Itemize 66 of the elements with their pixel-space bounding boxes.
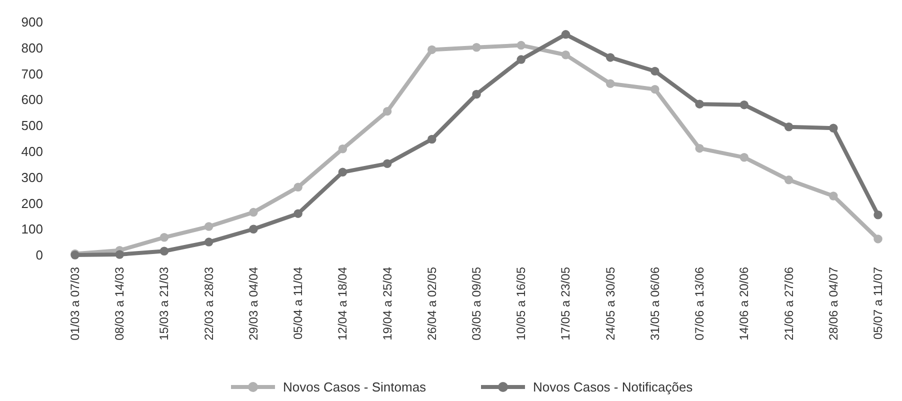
y-tick-label: 800 <box>21 40 43 56</box>
point <box>160 246 169 256</box>
point <box>606 53 615 62</box>
x-tick-label: 28/06 a 04/07 <box>826 266 840 340</box>
point <box>428 45 436 54</box>
point <box>294 209 302 218</box>
point <box>160 233 169 242</box>
x-tick-label: 10/05 a 16/05 <box>514 266 528 340</box>
point <box>338 144 348 154</box>
x-tick-label: 15/03 a 21/03 <box>157 266 172 340</box>
x-tick-label: 07/06 a 13/06 <box>692 266 707 340</box>
x-tick-label: 26/04 a 02/05 <box>424 266 439 340</box>
point <box>561 30 570 39</box>
y-tick-label: 500 <box>21 118 43 134</box>
point <box>695 100 704 108</box>
x-tick-label: 21/06 a 27/06 <box>782 266 796 340</box>
x-tick-label: 29/03 a 04/04 <box>246 266 260 340</box>
x-tick-label: 31/05 a 06/06 <box>648 266 662 340</box>
legend-label: Novos Casos - Sintomas <box>283 380 427 395</box>
y-tick-label: 300 <box>21 170 43 185</box>
x-tick-label: 14/06 a 20/06 <box>737 266 752 340</box>
x-tick-label: 17/05 a 23/05 <box>558 266 573 340</box>
x-tick-label: 12/04 a 18/04 <box>336 266 350 340</box>
point <box>115 250 124 259</box>
x-tick-label: 24/05 a 30/05 <box>603 266 618 340</box>
point <box>472 43 481 52</box>
point <box>428 134 436 144</box>
point <box>606 79 615 88</box>
y-tick-label: 600 <box>21 92 43 108</box>
point <box>650 84 660 94</box>
y-tick-label: 900 <box>21 14 43 30</box>
point <box>382 106 392 116</box>
legend-label: Novos Casos - Notificações <box>533 380 694 395</box>
point <box>650 66 660 76</box>
point <box>382 159 392 168</box>
point <box>249 208 258 217</box>
point <box>784 122 794 132</box>
point <box>874 210 882 220</box>
point <box>829 192 838 200</box>
x-tick-label: 08/03 a 14/03 <box>112 266 127 340</box>
y-tick-label: 400 <box>21 144 43 159</box>
point <box>204 222 214 231</box>
x-tick-label: 03/05 a 09/05 <box>470 266 484 340</box>
point <box>740 100 749 110</box>
x-tick-label: 22/03 a 28/03 <box>202 266 216 340</box>
x-tick-label: 19/04 a 25/04 <box>380 266 394 340</box>
point <box>740 153 749 162</box>
x-tick-label: 01/03 a 07/03 <box>68 266 82 340</box>
point <box>294 182 302 192</box>
point <box>516 55 526 64</box>
point <box>874 234 882 244</box>
point <box>784 176 794 184</box>
point <box>829 124 838 133</box>
point <box>338 168 348 177</box>
point <box>561 50 570 60</box>
y-tick-label: 0 <box>36 248 43 263</box>
x-tick-label: 05/04 a 11/04 <box>291 266 306 340</box>
point <box>516 40 526 50</box>
y-tick-label: 100 <box>21 222 43 237</box>
y-tick-label: 700 <box>21 66 43 82</box>
point <box>249 224 258 234</box>
y-tick-label: 200 <box>21 196 43 211</box>
point <box>204 238 214 246</box>
point <box>695 144 704 153</box>
point <box>472 90 481 99</box>
x-tick-label: 05/07 a 11/07 <box>871 266 885 340</box>
